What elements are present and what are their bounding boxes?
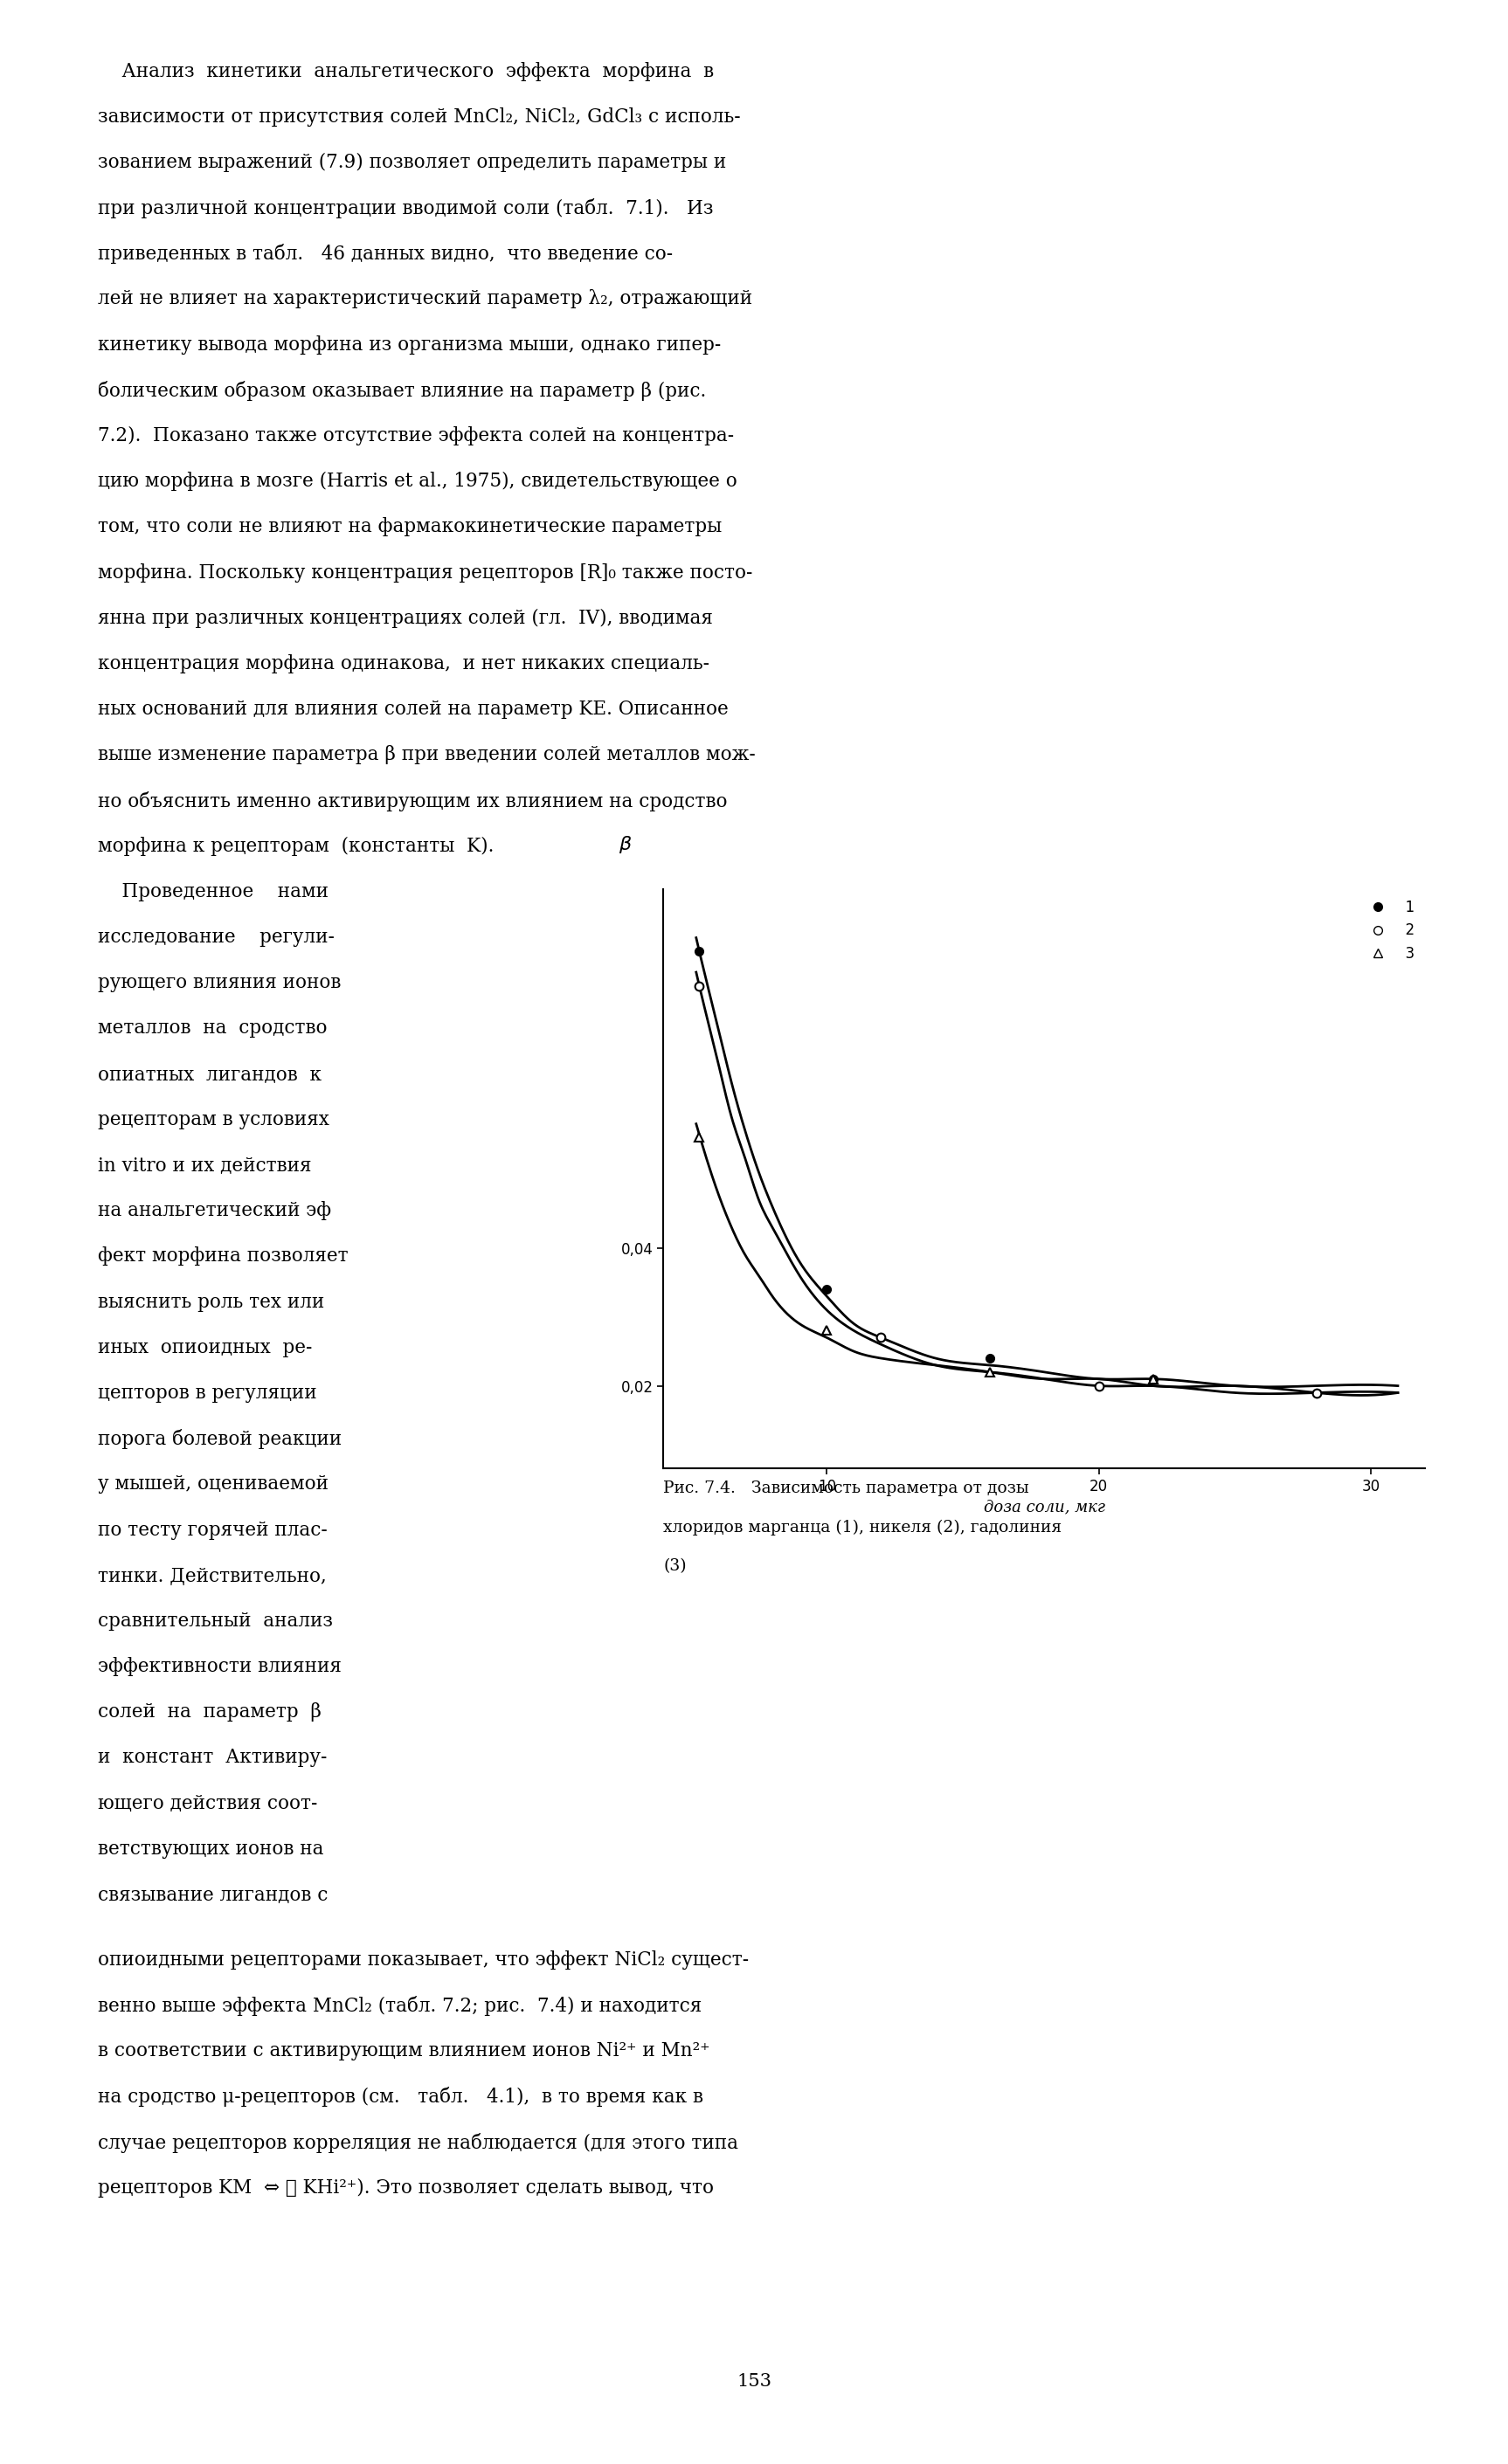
- Text: зованием выражений (7.9) позволяет определить параметры и: зованием выражений (7.9) позволяет опред…: [98, 153, 727, 172]
- Text: у мышей, оцениваемой: у мышей, оцениваемой: [98, 1473, 329, 1493]
- Text: сравнительный  анализ: сравнительный анализ: [98, 1611, 333, 1631]
- Text: рецепторам в условиях: рецепторам в условиях: [98, 1109, 329, 1129]
- Text: $\beta$: $\beta$: [618, 833, 632, 855]
- Text: Анализ  кинетики  анальгетического  эффекта  морфина  в: Анализ кинетики анальгетического эффекта…: [98, 62, 715, 81]
- Text: лей не влияет на характеристический параметр λ₂, отражающий: лей не влияет на характеристический пара…: [98, 288, 752, 308]
- Text: (3): (3): [664, 1557, 686, 1574]
- Text: и  констант  Активиру-: и констант Активиру-: [98, 1747, 327, 1767]
- Text: янна при различных концентрациях солей (гл.  IV), вводимая: янна при различных концентрациях солей (…: [98, 609, 713, 628]
- X-axis label: доза соли, мкг: доза соли, мкг: [983, 1501, 1105, 1515]
- Text: по тесту горячей плас-: по тесту горячей плас-: [98, 1520, 327, 1540]
- Text: металлов  на  сродство: металлов на сродство: [98, 1018, 327, 1037]
- Text: исследование    регули-: исследование регули-: [98, 926, 335, 946]
- Text: на сродство μ-рецепторов (см.   табл.   4.1),  в то время как в: на сродство μ-рецепторов (см. табл. 4.1)…: [98, 2087, 704, 2107]
- Text: ющего действия соот-: ющего действия соот-: [98, 1794, 318, 1814]
- Text: цию морфина в мозге (Harris et al., 1975), свидетельствующее о: цию морфина в мозге (Harris et al., 1975…: [98, 471, 737, 490]
- Text: in vitro и их действия: in vitro и их действия: [98, 1156, 312, 1175]
- Text: тинки. Действительно,: тинки. Действительно,: [98, 1565, 327, 1584]
- Text: том, что соли не влияют на фармакокинетические параметры: том, что соли не влияют на фармакокинети…: [98, 517, 722, 537]
- Text: опиоидными рецепторами показывает, что эффект NiCl₂ сущест-: опиоидными рецепторами показывает, что э…: [98, 1949, 749, 1969]
- Text: морфина. Поскольку концентрация рецепторов [R]₀ также посто-: морфина. Поскольку концентрация рецептор…: [98, 562, 752, 582]
- Text: кинетику вывода морфина из организма мыши, однако гипер-: кинетику вывода морфина из организма мыш…: [98, 335, 721, 355]
- Text: но объяснить именно активирующим их влиянием на сродство: но объяснить именно активирующим их влия…: [98, 791, 727, 811]
- Text: случае рецепторов корреляция не наблюдается (для этого типа: случае рецепторов корреляция не наблюдае…: [98, 2131, 739, 2154]
- Text: венно выше эффекта MnCl₂ (табл. 7.2; рис.  7.4) и находится: венно выше эффекта MnCl₂ (табл. 7.2; рис…: [98, 1996, 701, 2016]
- Text: связывание лигандов с: связывание лигандов с: [98, 1885, 329, 1905]
- Text: ветствующих ионов на: ветствующих ионов на: [98, 1838, 324, 1858]
- Text: выше изменение параметра β при введении солей металлов мож-: выше изменение параметра β при введении …: [98, 744, 756, 764]
- Text: эффективности влияния: эффективности влияния: [98, 1656, 342, 1676]
- Text: иных  опиоидных  ре-: иных опиоидных ре-: [98, 1338, 312, 1358]
- Text: порога болевой реакции: порога болевой реакции: [98, 1429, 342, 1449]
- Text: морфина к рецепторам  (константы  K).: морфина к рецепторам (константы K).: [98, 835, 495, 855]
- Text: цепторов в регуляции: цепторов в регуляции: [98, 1382, 317, 1402]
- Text: опиатных  лигандов  к: опиатных лигандов к: [98, 1064, 321, 1084]
- Text: Рис. 7.4.   Зависимость параметра от дозы: Рис. 7.4. Зависимость параметра от дозы: [664, 1481, 1030, 1496]
- Text: рецепторов KМ  ⇔ ≪ KНi²⁺). Это позволяет сделать вывод, что: рецепторов KМ ⇔ ≪ KНi²⁺). Это позволяет …: [98, 2178, 713, 2198]
- Legend:   1,   2,   3: 1, 2, 3: [1357, 894, 1421, 968]
- Text: при различной концентрации вводимой соли (табл.  7.1).   Из: при различной концентрации вводимой соли…: [98, 197, 713, 219]
- Text: фект морфина позволяет: фект морфина позволяет: [98, 1247, 348, 1266]
- Text: хлоридов марганца (1), никеля (2), гадолиния: хлоридов марганца (1), никеля (2), гадол…: [664, 1520, 1062, 1535]
- Text: на анальгетический эф: на анальгетический эф: [98, 1200, 332, 1220]
- Text: приведенных в табл.   46 данных видно,  что введение со-: приведенных в табл. 46 данных видно, что…: [98, 244, 673, 264]
- Text: в соответствии с активирующим влиянием ионов Ni²⁺ и Mn²⁺: в соответствии с активирующим влиянием и…: [98, 2040, 710, 2060]
- Text: 153: 153: [736, 2373, 772, 2390]
- Text: ных оснований для влияния солей на параметр KЕ. Описанное: ных оснований для влияния солей на парам…: [98, 700, 728, 719]
- Text: 7.2).  Показано также отсутствие эффекта солей на концентра-: 7.2). Показано также отсутствие эффекта …: [98, 426, 734, 446]
- Text: выяснить роль тех или: выяснить роль тех или: [98, 1291, 324, 1311]
- Text: зависимости от присутствия солей MnCl₂, NiCl₂, GdCl₃ с исполь-: зависимости от присутствия солей MnCl₂, …: [98, 106, 740, 126]
- Text: рующего влияния ионов: рующего влияния ионов: [98, 973, 341, 993]
- Text: солей  на  параметр  β: солей на параметр β: [98, 1703, 321, 1722]
- Text: концентрация морфина одинакова,  и нет никаких специаль-: концентрация морфина одинакова, и нет ни…: [98, 653, 710, 673]
- Text: болическим образом оказывает влияние на параметр β (рис.: болическим образом оказывает влияние на …: [98, 379, 706, 402]
- Text: Проведенное    нами: Проведенное нами: [98, 882, 329, 902]
